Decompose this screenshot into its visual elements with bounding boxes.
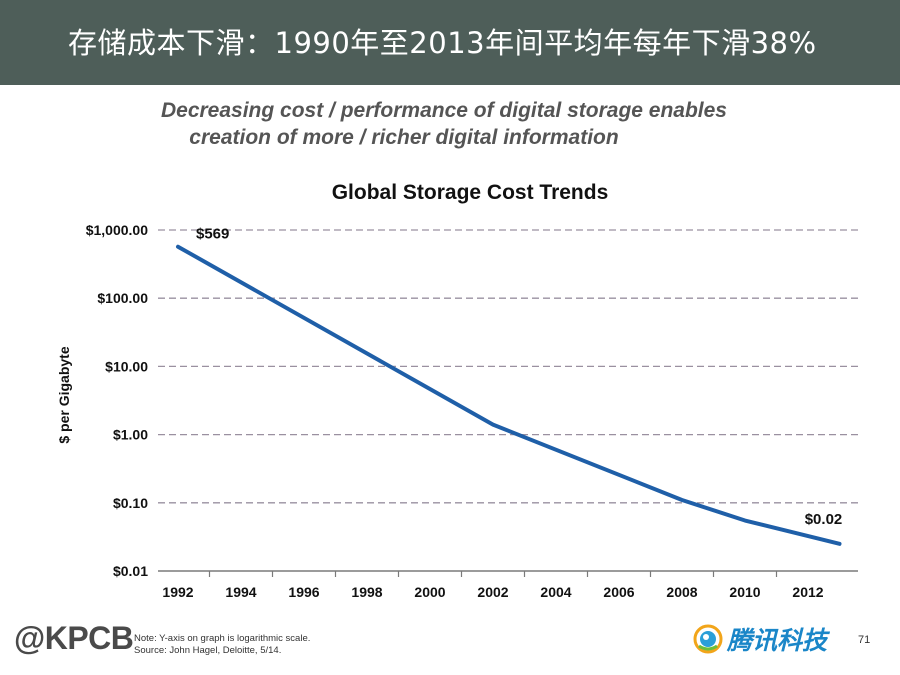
brand-text: 腾讯科技 <box>727 626 828 655</box>
series-line <box>176 244 842 546</box>
footer-note-line-1: Note: Y-axis on graph is logarithmic sca… <box>134 633 311 644</box>
page-number: 71 <box>858 634 871 646</box>
chart-title: Global Storage Cost Trends <box>331 181 609 204</box>
y-axis-label: $ per Gigabyte <box>56 346 72 443</box>
x-tick-label: 2004 <box>540 584 571 600</box>
kpcb-logo: @KPCB <box>14 620 134 656</box>
y-tick-label: $0.01 <box>113 563 148 579</box>
footer-note: Note: Y-axis on graph is logarithmic sca… <box>134 633 310 657</box>
tencent-eye-icon <box>693 624 723 654</box>
end-value-label: $0.02 <box>805 511 843 528</box>
y-tick-label: $1,000.00 <box>86 222 148 238</box>
start-value-label: $569 <box>196 226 229 243</box>
subtitle-line-1: Decreasing cost / performance of digital… <box>160 99 727 122</box>
subtitle-line-2: creation of more / richer digital inform… <box>189 126 619 149</box>
y-tick-label: $1.00 <box>113 427 148 443</box>
x-tick-label: 2000 <box>414 584 445 600</box>
header-bar: 存储成本下滑：1990年至2013年间平均年每年下滑38% <box>0 0 900 85</box>
y-tick-label: $0.10 <box>113 495 148 511</box>
x-tick-label: 2008 <box>666 584 697 600</box>
x-tick-label: 1996 <box>288 584 319 600</box>
footer-note-line-2: Source: John Hagel, Deloitte, 5/14. <box>134 645 282 656</box>
slide-title: 存储成本下滑：1990年至2013年间平均年每年下滑38% <box>68 26 817 60</box>
y-tick-label: $100.00 <box>97 290 148 306</box>
x-tick-label: 2006 <box>603 584 634 600</box>
x-tick-label: 1992 <box>162 584 193 600</box>
x-tick-label: 2002 <box>477 584 508 600</box>
tencent-tech-brand: 腾讯科技 <box>693 622 827 656</box>
x-tick-label: 2010 <box>729 584 760 600</box>
x-tick-label: 2012 <box>792 584 823 600</box>
x-tick-label: 1998 <box>351 584 382 600</box>
y-tick-label: $10.00 <box>105 358 148 374</box>
x-tick-label: 1994 <box>225 584 256 600</box>
storage-cost-chart: $1,000.00 $100.00 $10.00 $1.00 $0.10 $0.01 199… <box>56 222 858 600</box>
